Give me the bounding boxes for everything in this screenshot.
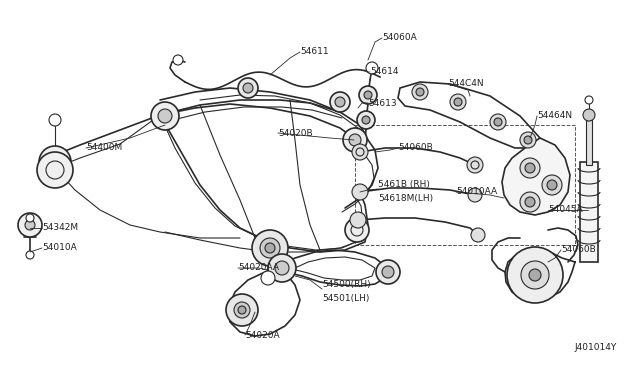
Circle shape xyxy=(260,238,280,258)
Text: 54020AA: 54020AA xyxy=(238,263,279,273)
Circle shape xyxy=(265,243,275,253)
Circle shape xyxy=(49,114,61,126)
Circle shape xyxy=(366,62,378,74)
FancyBboxPatch shape xyxy=(586,120,592,165)
Circle shape xyxy=(454,98,462,106)
Circle shape xyxy=(350,212,366,228)
Circle shape xyxy=(450,94,466,110)
Text: J401014Y: J401014Y xyxy=(574,343,616,353)
Text: 54613: 54613 xyxy=(368,99,397,108)
Circle shape xyxy=(416,88,424,96)
Circle shape xyxy=(26,214,34,222)
Circle shape xyxy=(335,97,345,107)
Circle shape xyxy=(494,118,502,126)
Circle shape xyxy=(468,188,482,202)
Circle shape xyxy=(520,132,536,148)
FancyBboxPatch shape xyxy=(580,162,598,262)
Circle shape xyxy=(529,269,541,281)
Circle shape xyxy=(345,218,369,242)
Text: 54618M(LH): 54618M(LH) xyxy=(378,193,433,202)
Circle shape xyxy=(585,96,593,104)
Text: 54060A: 54060A xyxy=(382,33,417,42)
Text: 54611: 54611 xyxy=(300,48,328,57)
Circle shape xyxy=(25,220,35,230)
Text: 54400M: 54400M xyxy=(86,144,122,153)
Circle shape xyxy=(352,144,368,160)
Circle shape xyxy=(412,84,428,100)
Circle shape xyxy=(18,213,42,237)
Circle shape xyxy=(524,136,532,144)
Circle shape xyxy=(525,163,535,173)
Circle shape xyxy=(376,260,400,284)
Text: 54060B: 54060B xyxy=(398,144,433,153)
Text: 54464N: 54464N xyxy=(537,112,572,121)
Text: 54500(RH): 54500(RH) xyxy=(322,280,371,289)
Circle shape xyxy=(471,228,485,242)
Circle shape xyxy=(275,261,289,275)
Text: 544C4N: 544C4N xyxy=(448,80,484,89)
Circle shape xyxy=(352,184,368,200)
Circle shape xyxy=(349,134,361,146)
Circle shape xyxy=(467,157,483,173)
Circle shape xyxy=(362,116,370,124)
Circle shape xyxy=(520,158,540,178)
Circle shape xyxy=(39,146,71,178)
Circle shape xyxy=(330,92,350,112)
Circle shape xyxy=(173,55,183,65)
Circle shape xyxy=(151,102,179,130)
Circle shape xyxy=(26,251,34,259)
Circle shape xyxy=(547,180,557,190)
Circle shape xyxy=(382,266,394,278)
Circle shape xyxy=(226,294,258,326)
Circle shape xyxy=(359,86,377,104)
Circle shape xyxy=(268,254,296,282)
Circle shape xyxy=(542,175,562,195)
Bar xyxy=(355,125,575,245)
Circle shape xyxy=(238,306,246,314)
Circle shape xyxy=(364,91,372,99)
Text: 54010AA: 54010AA xyxy=(456,187,497,196)
Text: 54614: 54614 xyxy=(370,67,399,77)
Circle shape xyxy=(520,192,540,212)
Circle shape xyxy=(343,128,367,152)
Circle shape xyxy=(252,230,288,266)
Text: 5461B (RH): 5461B (RH) xyxy=(378,180,430,189)
Circle shape xyxy=(521,261,549,289)
Circle shape xyxy=(507,247,563,303)
Text: 54342M: 54342M xyxy=(42,224,78,232)
Text: 54045A: 54045A xyxy=(548,205,582,215)
Circle shape xyxy=(158,109,172,123)
Circle shape xyxy=(583,109,595,121)
Circle shape xyxy=(525,197,535,207)
Circle shape xyxy=(238,78,258,98)
Text: 54060B: 54060B xyxy=(561,246,596,254)
Circle shape xyxy=(261,271,275,285)
Circle shape xyxy=(490,114,506,130)
Text: 54020A: 54020A xyxy=(245,330,280,340)
Text: 54010A: 54010A xyxy=(42,244,77,253)
Circle shape xyxy=(357,111,375,129)
Polygon shape xyxy=(502,138,570,215)
Circle shape xyxy=(243,83,253,93)
Text: 54501(LH): 54501(LH) xyxy=(322,294,369,302)
Circle shape xyxy=(37,152,73,188)
Text: 54020B: 54020B xyxy=(278,128,312,138)
Circle shape xyxy=(234,302,250,318)
